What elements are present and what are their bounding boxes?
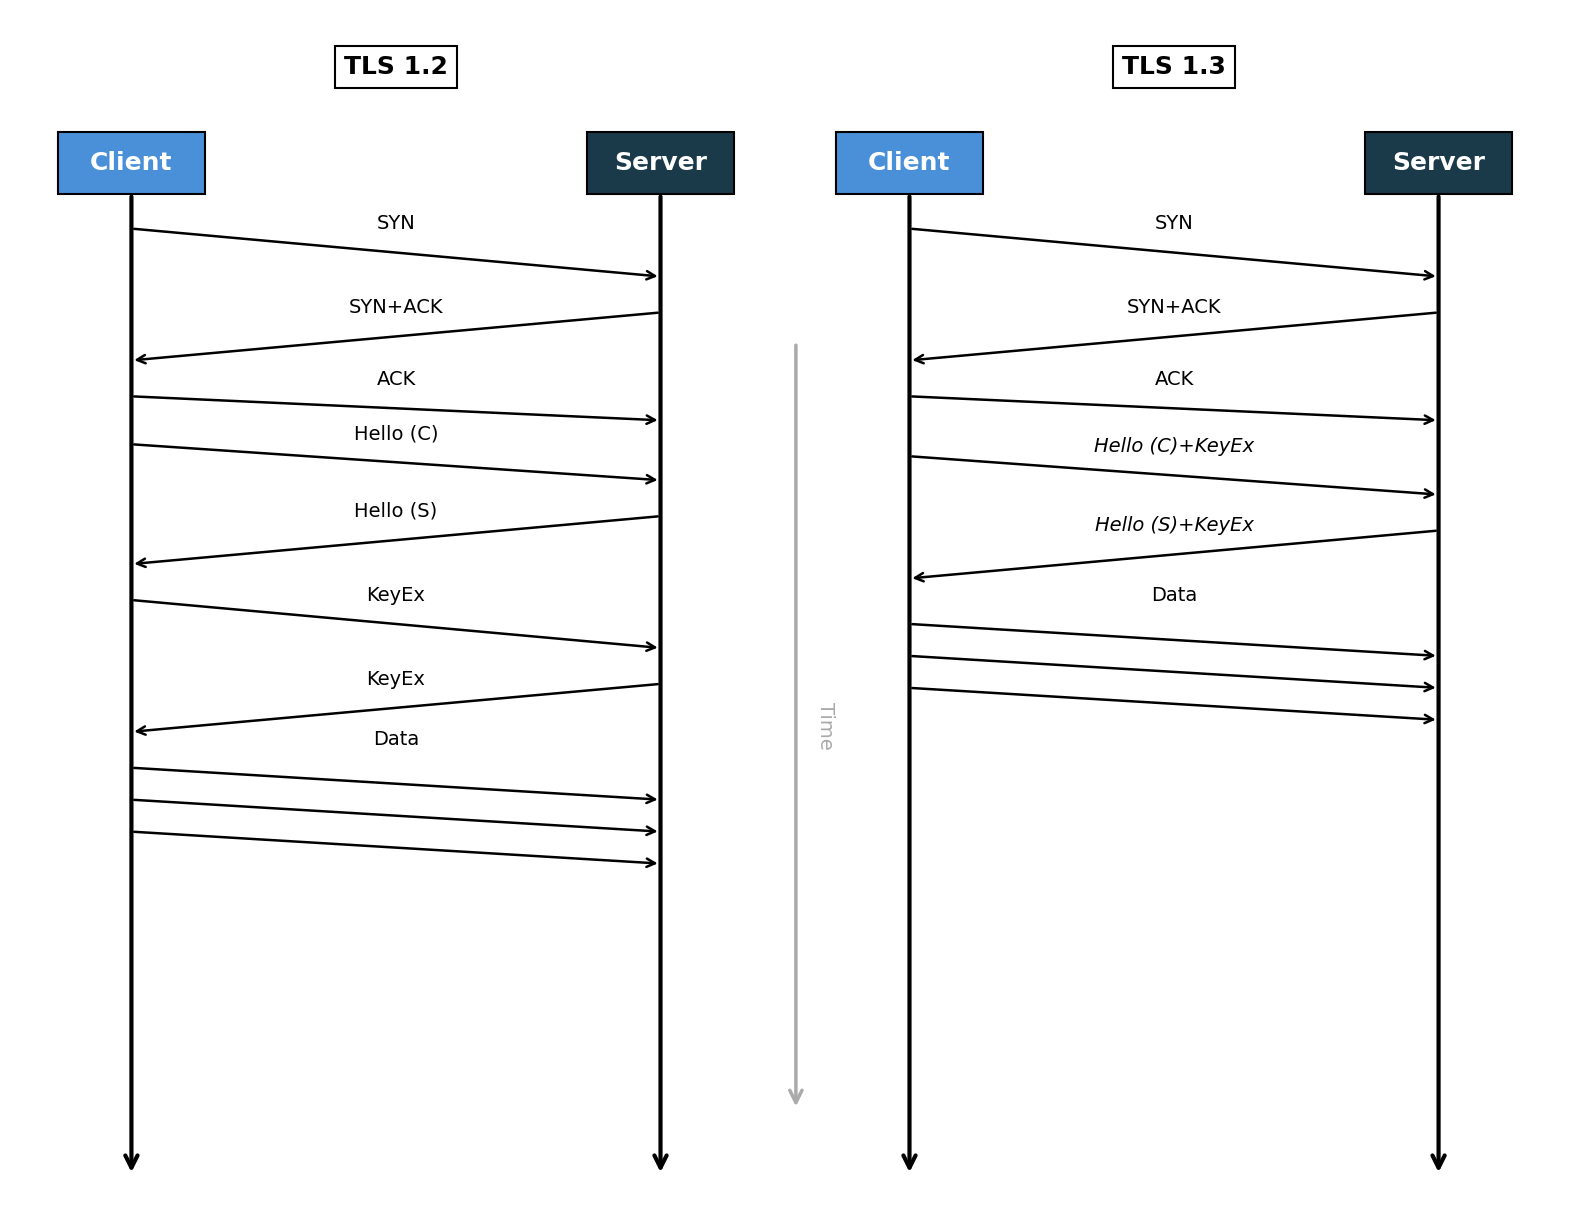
Text: Client: Client: [89, 150, 173, 175]
Text: Data: Data: [1151, 585, 1198, 605]
Text: ACK: ACK: [1154, 370, 1193, 389]
Text: TLS 1.3: TLS 1.3: [1123, 55, 1226, 79]
Text: SYN: SYN: [377, 215, 416, 234]
Text: Hello (C)+KeyEx: Hello (C)+KeyEx: [1094, 438, 1254, 456]
Text: Hello (C): Hello (C): [353, 424, 438, 444]
FancyBboxPatch shape: [58, 132, 206, 194]
FancyBboxPatch shape: [1364, 132, 1512, 194]
Text: Time: Time: [816, 702, 835, 750]
Text: Client: Client: [868, 150, 951, 175]
FancyBboxPatch shape: [835, 132, 983, 194]
Text: KeyEx: KeyEx: [366, 670, 425, 688]
Text: SYN: SYN: [1154, 215, 1193, 234]
Text: Server: Server: [614, 150, 706, 175]
Text: KeyEx: KeyEx: [366, 585, 425, 605]
Text: Hello (S)+KeyEx: Hello (S)+KeyEx: [1094, 516, 1253, 536]
Text: TLS 1.2: TLS 1.2: [344, 55, 447, 79]
Text: SYN+ACK: SYN+ACK: [349, 298, 443, 318]
Text: ACK: ACK: [377, 370, 416, 389]
Text: Data: Data: [372, 730, 419, 749]
Text: SYN+ACK: SYN+ACK: [1127, 298, 1221, 318]
Text: Server: Server: [1393, 150, 1485, 175]
Text: Hello (S): Hello (S): [355, 502, 438, 521]
FancyBboxPatch shape: [587, 132, 735, 194]
